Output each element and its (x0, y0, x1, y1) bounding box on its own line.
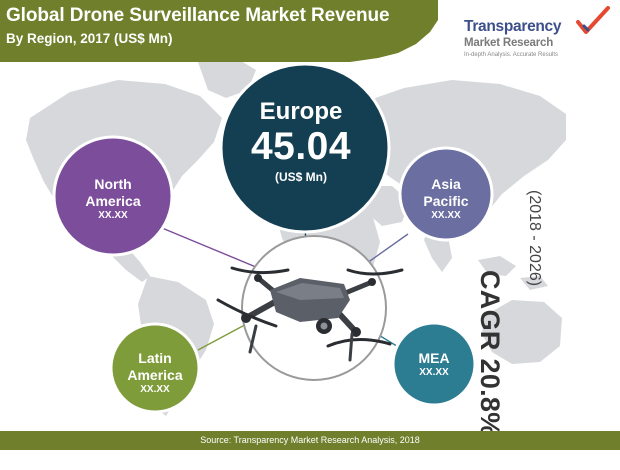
north-america-label-group: North America XX.XX (58, 176, 168, 222)
bubble-latin-america (109, 322, 201, 414)
asia-pacific-name: Asia Pacific (423, 176, 469, 209)
europe-unit: (US$ Mn) (275, 170, 327, 184)
bubble-asia-pacific (398, 146, 494, 242)
quadcopter-drone-icon (216, 266, 404, 362)
title-banner: Global Drone Surveillance Market Revenue… (0, 0, 438, 62)
asia-pacific-value: XX.XX (431, 210, 461, 221)
brand-logo: Transparency Market Research In-depth An… (458, 6, 616, 64)
north-america-name: North America (85, 176, 141, 209)
connector-north-america (161, 227, 269, 273)
north-america-value: XX.XX (98, 210, 128, 221)
europe-name: Europe (259, 98, 343, 125)
chart-subtitle: By Region, 2017 (US$ Mn) (6, 31, 173, 46)
world-map-graphic (26, 58, 566, 416)
logo-line2: Market Research (464, 37, 554, 49)
latin-america-value: XX.XX (140, 384, 170, 395)
checkmark-swoosh-icon (576, 6, 610, 34)
bubble-europe (219, 62, 391, 234)
europe-label-group: Europe 45.04 (US$ Mn) (226, 98, 376, 185)
infographic: Global Drone Surveillance Market Revenue… (0, 0, 620, 450)
bubble-mea (391, 321, 477, 407)
latin-america-name: Latin America (127, 350, 183, 383)
latin-america-label-group: Latin America XX.XX (108, 350, 202, 396)
mea-label-group: MEA XX.XX (394, 350, 474, 379)
mea-value: XX.XX (419, 367, 449, 378)
mea-name: MEA (418, 350, 450, 366)
chart-title: Global Drone Surveillance Market Revenue (6, 5, 390, 26)
logo-line1: Transparency (464, 18, 562, 35)
europe-value: 45.04 (250, 125, 352, 168)
cagr-range: (2018 - 2026) (526, 190, 543, 287)
drone-hub (216, 235, 404, 381)
source-footer: Source: Transparency Market Research Ana… (0, 431, 620, 450)
logo-tagline: In-depth Analysis. Accurate Results (464, 52, 559, 58)
asia-pacific-label-group: Asia Pacific XX.XX (400, 176, 492, 222)
bubble-north-america (52, 135, 174, 257)
